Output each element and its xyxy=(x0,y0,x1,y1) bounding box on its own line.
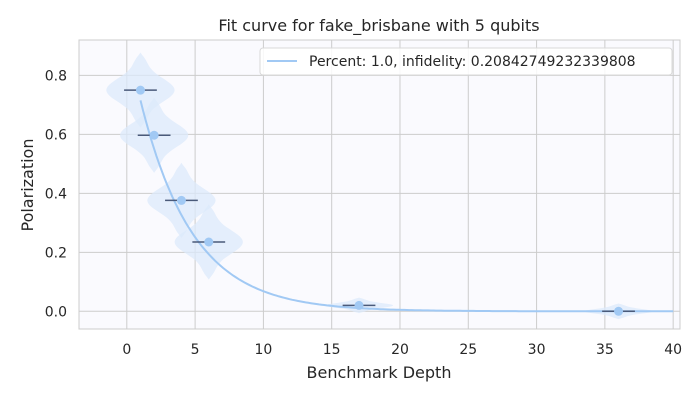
x-tick-label: 40 xyxy=(664,342,682,358)
y-tick-label: 0.4 xyxy=(45,186,67,202)
data-point xyxy=(135,85,145,95)
x-tick-label: 15 xyxy=(323,342,341,358)
legend-box xyxy=(259,47,673,76)
data-point xyxy=(614,306,624,316)
x-tick-label: 20 xyxy=(391,342,409,358)
data-points xyxy=(135,85,624,316)
x-tick-label: 25 xyxy=(459,342,477,358)
y-tick-label: 0.0 xyxy=(45,304,67,320)
y-tick-label: 0.2 xyxy=(45,245,67,261)
y-axis-title: Polarization xyxy=(18,139,37,232)
x-tick-labels: 0 5 10 15 20 25 30 35 40 xyxy=(122,342,682,358)
y-tick-label: 0.8 xyxy=(45,68,67,84)
x-tick-label: 35 xyxy=(596,342,614,358)
y-tick-labels: 0.0 0.2 0.4 0.6 0.8 xyxy=(45,68,67,320)
y-tick-label: 0.6 xyxy=(45,127,67,143)
x-axis-title: Benchmark Depth xyxy=(307,363,452,382)
x-tick-label: 0 xyxy=(122,342,131,358)
data-point xyxy=(354,300,364,310)
data-point xyxy=(176,195,186,205)
legend: Percent: 1.0, infidelity: 0.208427492323… xyxy=(259,47,673,76)
x-tick-label: 10 xyxy=(254,342,272,358)
data-point xyxy=(149,130,159,140)
x-tick-label: 5 xyxy=(191,342,200,358)
x-tick-label: 30 xyxy=(528,342,546,358)
fit-line xyxy=(139,100,674,313)
fit-line-group xyxy=(139,100,674,313)
data-point xyxy=(204,237,214,247)
chart-title: Fit curve for fake_brisbane with 5 qubit… xyxy=(218,16,539,36)
legend-label: Percent: 1.0, infidelity: 0.208427492323… xyxy=(309,54,636,70)
